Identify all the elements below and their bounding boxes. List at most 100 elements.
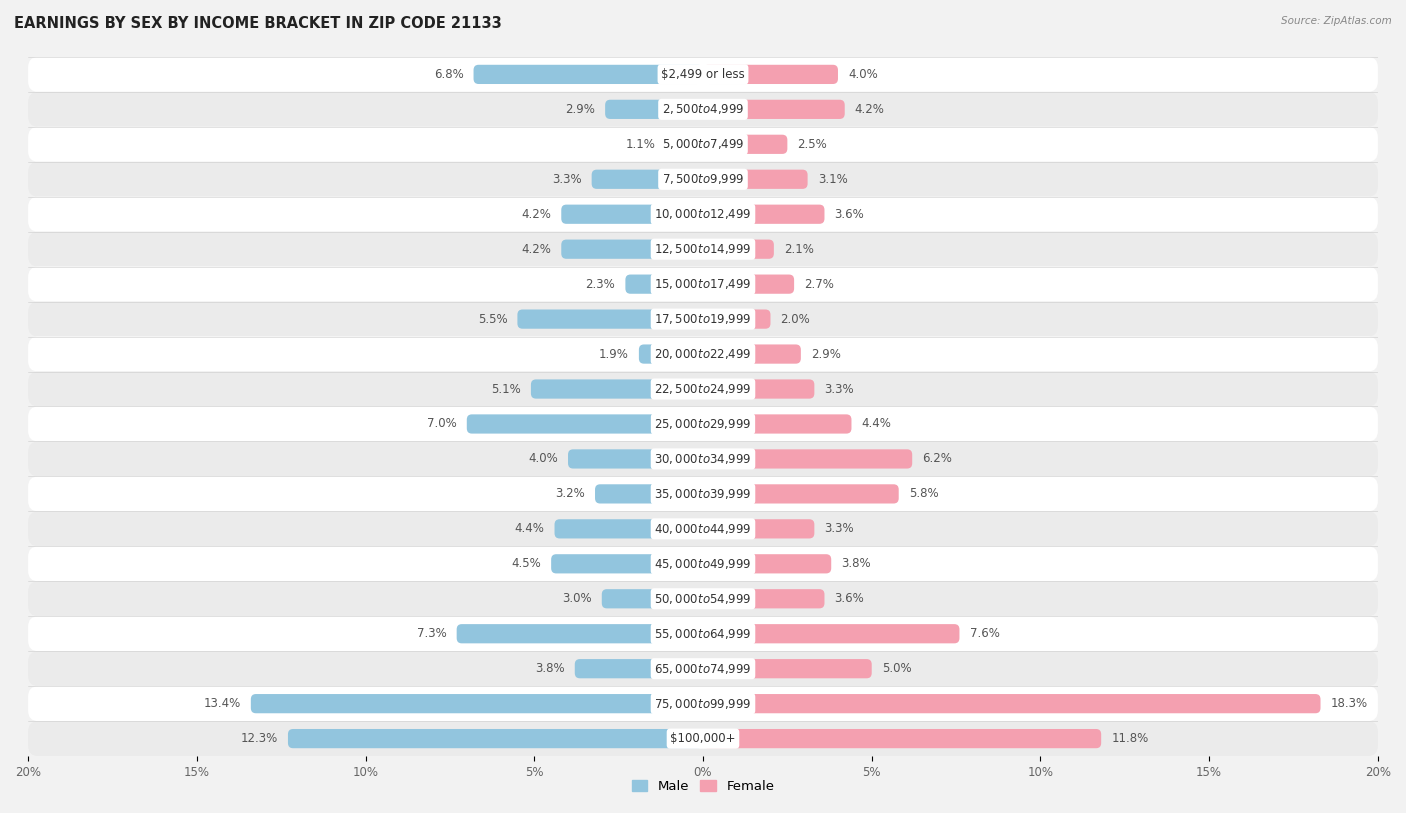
FancyBboxPatch shape <box>703 205 824 224</box>
FancyBboxPatch shape <box>703 135 787 154</box>
FancyBboxPatch shape <box>28 686 1378 721</box>
FancyBboxPatch shape <box>703 100 845 119</box>
FancyBboxPatch shape <box>288 729 703 748</box>
Text: 4.2%: 4.2% <box>855 103 884 115</box>
FancyBboxPatch shape <box>561 205 703 224</box>
Text: $7,500 to $9,999: $7,500 to $9,999 <box>662 172 744 186</box>
Text: 4.4%: 4.4% <box>862 418 891 430</box>
FancyBboxPatch shape <box>28 267 1378 302</box>
FancyBboxPatch shape <box>703 240 773 259</box>
FancyBboxPatch shape <box>28 302 1378 337</box>
FancyBboxPatch shape <box>28 337 1378 372</box>
FancyBboxPatch shape <box>568 450 703 468</box>
FancyBboxPatch shape <box>28 92 1378 127</box>
FancyBboxPatch shape <box>28 441 1378 476</box>
Text: $17,500 to $19,999: $17,500 to $19,999 <box>654 312 752 326</box>
FancyBboxPatch shape <box>28 232 1378 267</box>
FancyBboxPatch shape <box>703 554 831 573</box>
Text: 3.3%: 3.3% <box>824 383 853 395</box>
Text: 4.5%: 4.5% <box>512 558 541 570</box>
Text: $2,500 to $4,999: $2,500 to $4,999 <box>662 102 744 116</box>
Text: $45,000 to $49,999: $45,000 to $49,999 <box>654 557 752 571</box>
Text: 3.6%: 3.6% <box>835 208 865 220</box>
Text: 3.0%: 3.0% <box>562 593 592 605</box>
FancyBboxPatch shape <box>28 511 1378 546</box>
Text: 1.9%: 1.9% <box>599 348 628 360</box>
FancyBboxPatch shape <box>703 485 898 503</box>
Legend: Male, Female: Male, Female <box>626 775 780 798</box>
Text: 6.8%: 6.8% <box>433 68 464 80</box>
Text: 4.0%: 4.0% <box>529 453 558 465</box>
Text: $15,000 to $17,499: $15,000 to $17,499 <box>654 277 752 291</box>
Text: 4.4%: 4.4% <box>515 523 544 535</box>
FancyBboxPatch shape <box>561 240 703 259</box>
FancyBboxPatch shape <box>531 380 703 398</box>
Text: 2.0%: 2.0% <box>780 313 810 325</box>
Text: 4.0%: 4.0% <box>848 68 877 80</box>
FancyBboxPatch shape <box>703 659 872 678</box>
FancyBboxPatch shape <box>703 729 1101 748</box>
FancyBboxPatch shape <box>703 624 959 643</box>
FancyBboxPatch shape <box>666 135 703 154</box>
Text: 5.5%: 5.5% <box>478 313 508 325</box>
Text: 2.1%: 2.1% <box>785 243 814 255</box>
Text: $12,500 to $14,999: $12,500 to $14,999 <box>654 242 752 256</box>
Text: 5.0%: 5.0% <box>882 663 911 675</box>
Text: $100,000+: $100,000+ <box>671 733 735 745</box>
Text: 2.9%: 2.9% <box>811 348 841 360</box>
FancyBboxPatch shape <box>28 476 1378 511</box>
Text: 3.1%: 3.1% <box>818 173 848 185</box>
FancyBboxPatch shape <box>517 310 703 328</box>
FancyBboxPatch shape <box>703 380 814 398</box>
Text: $50,000 to $54,999: $50,000 to $54,999 <box>654 592 752 606</box>
Text: $30,000 to $34,999: $30,000 to $34,999 <box>654 452 752 466</box>
Text: $10,000 to $12,499: $10,000 to $12,499 <box>654 207 752 221</box>
Text: 3.8%: 3.8% <box>841 558 870 570</box>
Text: 4.2%: 4.2% <box>522 208 551 220</box>
FancyBboxPatch shape <box>28 721 1378 756</box>
Text: 7.3%: 7.3% <box>416 628 447 640</box>
FancyBboxPatch shape <box>457 624 703 643</box>
FancyBboxPatch shape <box>703 275 794 293</box>
FancyBboxPatch shape <box>28 372 1378 406</box>
FancyBboxPatch shape <box>703 415 852 433</box>
Text: 18.3%: 18.3% <box>1330 698 1368 710</box>
Text: $22,500 to $24,999: $22,500 to $24,999 <box>654 382 752 396</box>
FancyBboxPatch shape <box>28 127 1378 162</box>
Text: 13.4%: 13.4% <box>204 698 240 710</box>
FancyBboxPatch shape <box>554 520 703 538</box>
Text: 3.2%: 3.2% <box>555 488 585 500</box>
Text: 1.1%: 1.1% <box>626 138 655 150</box>
FancyBboxPatch shape <box>28 581 1378 616</box>
Text: $5,000 to $7,499: $5,000 to $7,499 <box>662 137 744 151</box>
FancyBboxPatch shape <box>602 589 703 608</box>
Text: $55,000 to $64,999: $55,000 to $64,999 <box>654 627 752 641</box>
Text: 4.2%: 4.2% <box>522 243 551 255</box>
FancyBboxPatch shape <box>703 65 838 84</box>
Text: Source: ZipAtlas.com: Source: ZipAtlas.com <box>1281 16 1392 26</box>
Text: 2.5%: 2.5% <box>797 138 827 150</box>
FancyBboxPatch shape <box>703 450 912 468</box>
FancyBboxPatch shape <box>467 415 703 433</box>
FancyBboxPatch shape <box>575 659 703 678</box>
FancyBboxPatch shape <box>250 694 703 713</box>
FancyBboxPatch shape <box>703 170 807 189</box>
FancyBboxPatch shape <box>638 345 703 363</box>
Text: $20,000 to $22,499: $20,000 to $22,499 <box>654 347 752 361</box>
FancyBboxPatch shape <box>703 694 1320 713</box>
Text: $2,499 or less: $2,499 or less <box>661 68 745 80</box>
FancyBboxPatch shape <box>551 554 703 573</box>
Text: 12.3%: 12.3% <box>240 733 278 745</box>
Text: 11.8%: 11.8% <box>1111 733 1149 745</box>
Text: 7.0%: 7.0% <box>427 418 457 430</box>
FancyBboxPatch shape <box>626 275 703 293</box>
Text: 5.8%: 5.8% <box>908 488 938 500</box>
FancyBboxPatch shape <box>28 616 1378 651</box>
Text: 5.1%: 5.1% <box>491 383 520 395</box>
FancyBboxPatch shape <box>28 651 1378 686</box>
FancyBboxPatch shape <box>28 162 1378 197</box>
Text: 2.3%: 2.3% <box>585 278 616 290</box>
FancyBboxPatch shape <box>703 310 770 328</box>
FancyBboxPatch shape <box>605 100 703 119</box>
FancyBboxPatch shape <box>28 546 1378 581</box>
